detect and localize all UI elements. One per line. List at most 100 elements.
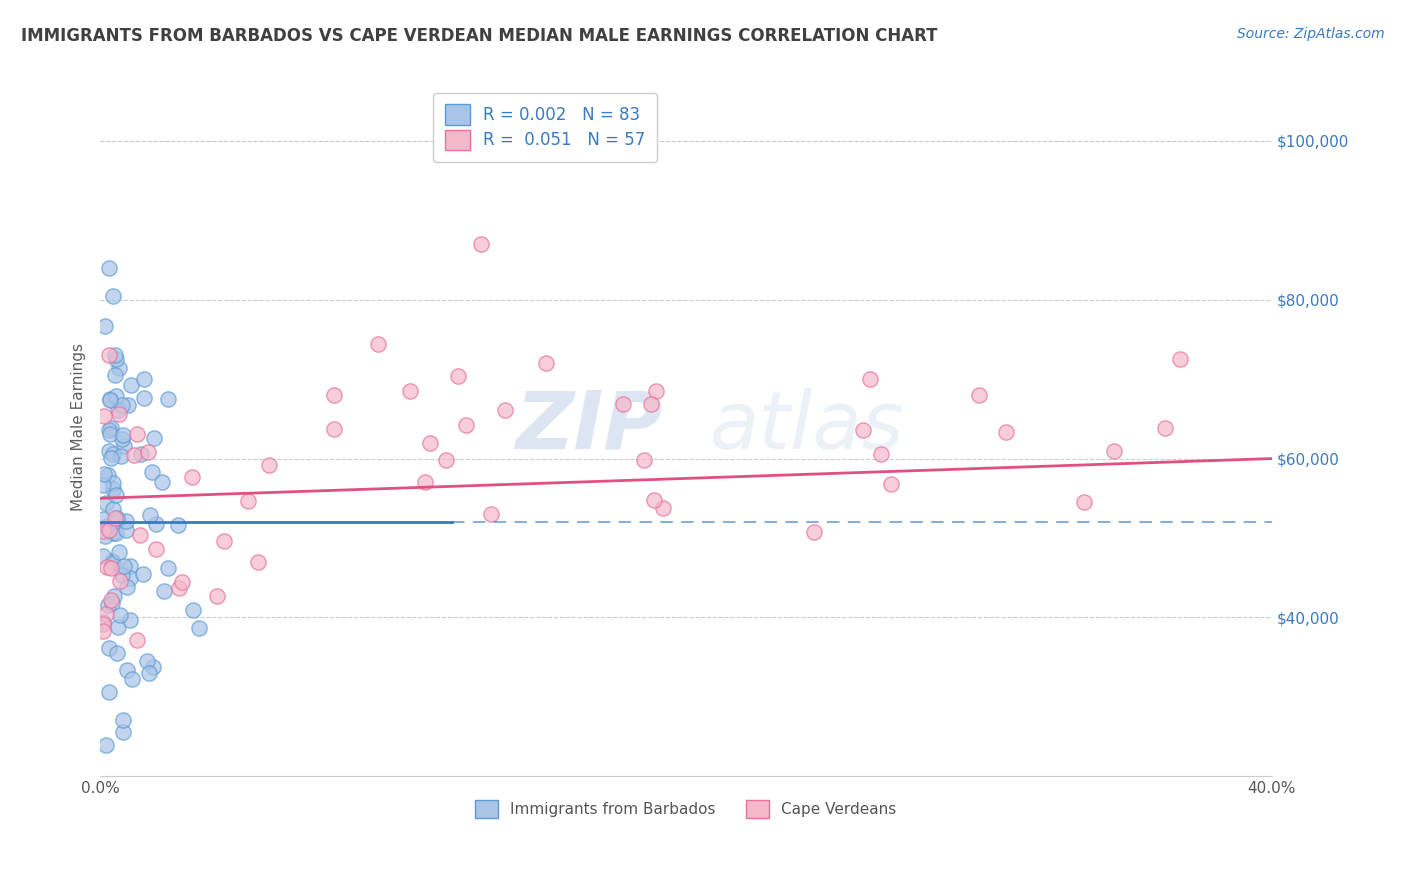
Point xyxy=(97,523,120,537)
Point xyxy=(141,465,163,479)
Text: IMMIGRANTS FROM BARBADOS VS CAPE VERDEAN MEDIAN MALE EARNINGS CORRELATION CHART: IMMIGRANTS FROM BARBADOS VS CAPE VERDEAN… xyxy=(21,27,938,45)
Point xyxy=(98,641,121,656)
Point xyxy=(156,392,179,407)
Point xyxy=(110,449,132,463)
Point xyxy=(142,432,165,446)
Point xyxy=(367,337,389,351)
Point xyxy=(100,593,122,607)
Point xyxy=(105,511,128,525)
Point xyxy=(1102,444,1125,458)
Point xyxy=(101,483,124,497)
Point xyxy=(91,624,114,639)
Point xyxy=(640,397,662,411)
Point xyxy=(96,519,118,533)
Point xyxy=(115,663,138,677)
Point xyxy=(645,384,668,398)
Point xyxy=(105,488,128,502)
Point xyxy=(652,501,675,516)
Point xyxy=(136,444,159,458)
Point xyxy=(100,421,122,435)
Point xyxy=(447,368,470,383)
Point xyxy=(139,508,162,522)
Point xyxy=(212,534,235,549)
Point xyxy=(100,561,122,575)
Point xyxy=(125,427,148,442)
Point xyxy=(112,714,135,728)
Point xyxy=(98,423,121,437)
Point xyxy=(117,398,139,412)
Point xyxy=(107,620,129,634)
Point xyxy=(479,507,502,521)
Point xyxy=(98,392,121,407)
Point xyxy=(107,544,129,558)
Point xyxy=(96,739,118,753)
Point xyxy=(132,567,155,582)
Point xyxy=(97,260,120,275)
Point xyxy=(456,418,478,433)
Point xyxy=(97,598,120,612)
Point xyxy=(181,602,204,616)
Point xyxy=(322,422,344,436)
Point xyxy=(101,526,124,541)
Point xyxy=(880,477,903,491)
Point xyxy=(104,368,127,382)
Point xyxy=(111,398,134,412)
Point xyxy=(967,388,990,402)
Point xyxy=(94,319,117,334)
Point xyxy=(98,426,121,441)
Point xyxy=(93,409,115,424)
Point xyxy=(156,561,179,575)
Point xyxy=(247,555,270,569)
Point xyxy=(104,511,127,525)
Point xyxy=(105,525,128,540)
Point xyxy=(134,391,156,405)
Point xyxy=(323,388,346,402)
Point xyxy=(98,392,121,407)
Point xyxy=(96,560,118,574)
Point xyxy=(93,467,115,481)
Point xyxy=(399,384,422,398)
Point xyxy=(643,493,665,508)
Point xyxy=(120,613,142,627)
Point xyxy=(107,402,129,417)
Point xyxy=(142,660,165,674)
Point xyxy=(120,571,142,585)
Point xyxy=(105,647,128,661)
Point xyxy=(129,528,152,542)
Point xyxy=(97,444,120,458)
Point xyxy=(1168,351,1191,366)
Point xyxy=(205,589,228,603)
Point xyxy=(108,407,131,421)
Point xyxy=(91,617,114,632)
Point xyxy=(104,348,127,362)
Point xyxy=(121,673,143,687)
Point xyxy=(534,356,557,370)
Point xyxy=(413,475,436,490)
Point xyxy=(127,632,149,647)
Point xyxy=(97,468,120,483)
Point xyxy=(145,542,167,557)
Point xyxy=(138,666,160,681)
Point xyxy=(129,447,152,461)
Point xyxy=(97,348,120,362)
Point xyxy=(111,433,134,447)
Point xyxy=(145,516,167,531)
Point xyxy=(91,512,114,526)
Point xyxy=(852,423,875,437)
Point xyxy=(859,372,882,386)
Point xyxy=(101,502,124,516)
Point xyxy=(93,529,115,543)
Point xyxy=(803,525,825,540)
Text: Source: ZipAtlas.com: Source: ZipAtlas.com xyxy=(1237,27,1385,41)
Point xyxy=(101,554,124,568)
Point xyxy=(112,439,135,453)
Point xyxy=(115,580,138,594)
Point xyxy=(112,558,135,573)
Point xyxy=(118,559,141,574)
Text: ZIP: ZIP xyxy=(515,388,662,466)
Point xyxy=(103,589,125,603)
Point xyxy=(103,556,125,570)
Point xyxy=(150,475,173,490)
Point xyxy=(120,377,142,392)
Point xyxy=(132,372,155,386)
